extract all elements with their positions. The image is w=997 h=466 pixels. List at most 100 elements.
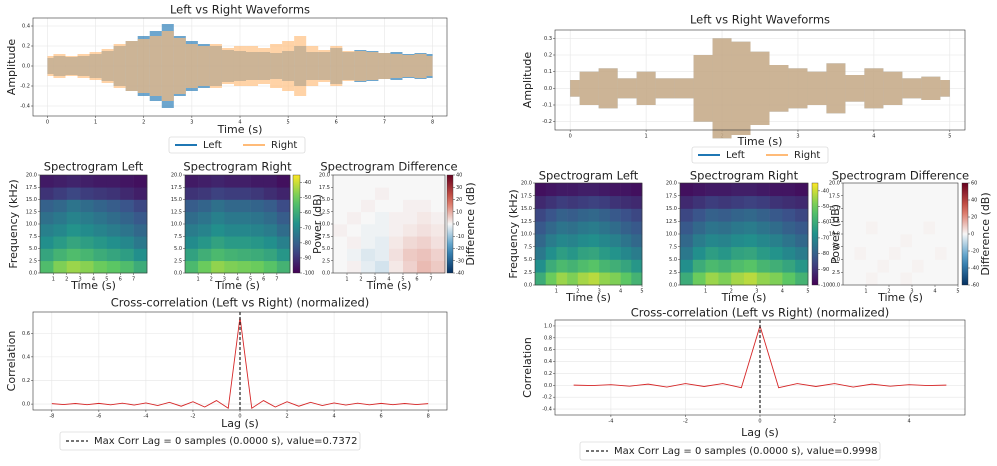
- heatmap-cell: [567, 183, 579, 197]
- heatmap-cell: [198, 236, 212, 249]
- colorbar-label: Difference (dB): [464, 182, 477, 265]
- heatmap-cell: [403, 199, 418, 213]
- y-tick-label: 2.5: [174, 258, 182, 264]
- heatmap-cell: [795, 208, 809, 222]
- heatmap-cell: [535, 272, 546, 286]
- y-tick-label: -0.4: [20, 104, 30, 110]
- plot-content: [535, 183, 643, 286]
- y-tick-label: 20.0: [666, 181, 677, 187]
- y-tick-label: 15.0: [26, 197, 37, 203]
- heatmap-cell: [276, 224, 291, 237]
- y-tick-label: 0.4: [22, 24, 30, 30]
- heatmap-cell: [782, 272, 796, 286]
- heatmap-cell: [545, 221, 557, 235]
- heatmap-cell: [912, 259, 924, 273]
- heatmap-cell: [66, 211, 81, 225]
- y-tick-label: 5.0: [524, 257, 532, 263]
- heatmap-cell: [609, 234, 621, 248]
- y-tick-label: 5.0: [832, 257, 840, 263]
- x-tick-label: 4: [781, 289, 784, 295]
- heatmap-cell: [877, 195, 890, 209]
- heatmap-cell: [53, 187, 68, 200]
- envelope-bar: [826, 63, 846, 114]
- y-tick-label: 7.5: [174, 234, 182, 240]
- y-tick-label: 17.5: [319, 185, 330, 191]
- heatmap-cell: [133, 224, 148, 237]
- envelope-bar: [294, 36, 307, 96]
- colorbar-label: Power (dB): [311, 194, 324, 254]
- heatmap-cell: [106, 236, 121, 249]
- heatmap-cell: [40, 260, 54, 274]
- heatmap-cell: [588, 195, 600, 209]
- x-tick-label: -4: [608, 419, 613, 425]
- colorbar-tick-label: 60: [971, 181, 977, 187]
- y-tick-label: 0.0: [832, 283, 840, 289]
- heatmap-cell: [133, 248, 148, 262]
- colorbar-tick-label: -40: [456, 271, 464, 277]
- heatmap-cell: [756, 246, 770, 260]
- colorbar: [961, 182, 969, 286]
- heatmap-cell: [535, 246, 546, 260]
- heatmap-cell: [389, 260, 404, 274]
- heatmap-cell: [912, 234, 924, 248]
- heatmap-cell: [535, 234, 546, 248]
- heatmap-cell: [211, 187, 225, 200]
- heatmap-cell: [389, 236, 404, 249]
- y-tick-label: 2.5: [669, 270, 677, 276]
- legend: Max Corr Lag = 0 samples (0.0000 s), val…: [59, 431, 361, 451]
- y-axis-label: Amplitude: [521, 52, 534, 109]
- envelope-bar: [330, 46, 343, 86]
- heatmap-cell: [705, 208, 719, 222]
- heatmap-cell: [417, 248, 432, 262]
- envelope-bar: [221, 48, 234, 84]
- heatmap-cell: [93, 211, 108, 225]
- envelope-bar: [342, 51, 355, 81]
- heatmap-cell: [731, 208, 745, 222]
- heatmap-cell: [731, 272, 745, 286]
- heatmap-cell: [588, 234, 600, 248]
- y-tick-label: 5.0: [174, 246, 182, 252]
- heatmap-cell: [889, 183, 901, 197]
- colorbar-tick-label: -50: [821, 204, 829, 210]
- heatmap-cell: [889, 259, 901, 273]
- heatmap-cell: [545, 259, 557, 273]
- heatmap-cell: [620, 195, 632, 209]
- heatmap-cell: [744, 272, 758, 286]
- heatmap-cell: [609, 246, 621, 260]
- heatmap-cell: [120, 224, 134, 237]
- heatmap-cell: [66, 199, 81, 213]
- heatmap-cell: [545, 195, 557, 209]
- x-tick-label: 3: [79, 277, 82, 283]
- heatmap-cell: [692, 221, 706, 235]
- heatmap-cell: [211, 224, 225, 237]
- envelope-bar: [598, 68, 618, 109]
- heatmap-cell: [361, 187, 376, 200]
- y-tick-label: -0.2: [542, 395, 552, 401]
- heatmap-cell: [680, 183, 694, 197]
- heatmap-cell: [250, 224, 265, 237]
- y-tick-label: 0.4: [544, 359, 552, 365]
- x-tick-label: 8: [431, 120, 434, 126]
- heatmap-cell: [417, 199, 432, 213]
- heatmap-cell: [854, 246, 867, 260]
- heatmap-cell: [263, 260, 278, 274]
- envelope-bar: [883, 71, 903, 105]
- x-tick-label: 5: [105, 277, 108, 283]
- heatmap-cell: [705, 246, 719, 260]
- heatmap-cell: [877, 183, 890, 197]
- x-tick-label: 0: [46, 120, 49, 126]
- heatmap-cell: [756, 259, 770, 273]
- heatmap-cell: [431, 199, 446, 213]
- heatmap-cell: [923, 246, 936, 260]
- heatmap-cell: [211, 199, 225, 213]
- heatmap-cell: [923, 234, 936, 248]
- heatmap-cell: [577, 208, 589, 222]
- heatmap-cell: [843, 195, 855, 209]
- heatmap-cell: [333, 199, 348, 213]
- heatmap-cell: [535, 195, 546, 209]
- heatmap-cell: [795, 259, 809, 273]
- heatmap-cell: [389, 224, 404, 237]
- x-tick-label: 4: [238, 120, 241, 126]
- legend-label: Left: [726, 150, 745, 161]
- envelope-bar: [101, 49, 114, 83]
